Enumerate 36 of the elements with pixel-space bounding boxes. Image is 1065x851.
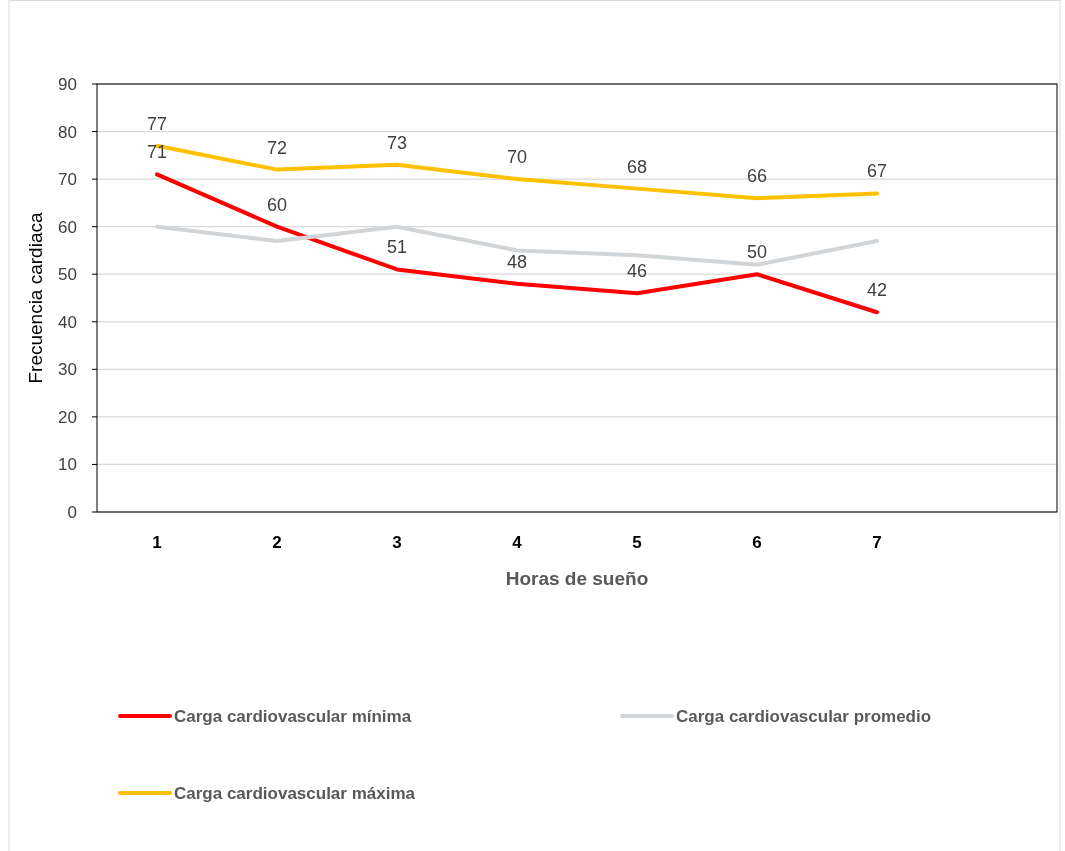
data-label: 50 — [746, 242, 768, 263]
data-label: 42 — [866, 280, 888, 301]
x-tick-label: 7 — [872, 533, 882, 552]
data-label: 46 — [626, 261, 648, 282]
data-label: 66 — [746, 166, 768, 187]
y-tick-label: 70 — [58, 170, 77, 190]
y-tick-label: 90 — [58, 74, 77, 94]
legend-label: Carga cardiovascular máxima — [174, 783, 416, 803]
x-tick-label: 6 — [752, 533, 762, 552]
y-tick-label: 40 — [58, 312, 77, 332]
data-label: 48 — [506, 251, 528, 272]
data-label: 71 — [146, 142, 168, 163]
legend-label: Carga cardiovascular promedio — [676, 706, 932, 726]
y-tick-label: 0 — [67, 502, 77, 522]
data-label: 70 — [506, 147, 528, 168]
x-tick-label: 3 — [392, 533, 402, 552]
x-axis-title: Horas de sueño — [505, 568, 649, 589]
data-label: 67 — [866, 161, 888, 182]
y-tick-label: 20 — [58, 407, 77, 427]
y-tick-label: 80 — [58, 122, 77, 142]
y-tick-label: 50 — [58, 265, 77, 285]
y-tick-label: 30 — [58, 360, 77, 380]
y-axis-title: Frecuencia cardiaca — [25, 212, 46, 384]
data-label: 68 — [626, 156, 648, 177]
x-tick-label: 4 — [512, 533, 523, 552]
y-tick-label: 60 — [58, 217, 77, 237]
data-label: 77 — [146, 113, 168, 134]
data-label: 51 — [386, 237, 408, 258]
x-tick-label: 5 — [632, 533, 642, 552]
data-label: 73 — [386, 132, 408, 153]
x-tick-label: 1 — [152, 533, 162, 552]
data-label: 72 — [266, 137, 288, 158]
y-tick-label: 10 — [58, 455, 77, 475]
data-label: 60 — [266, 194, 288, 215]
x-tick-label: 2 — [272, 533, 282, 552]
legend-label: Carga cardiovascular mínima — [174, 706, 412, 726]
